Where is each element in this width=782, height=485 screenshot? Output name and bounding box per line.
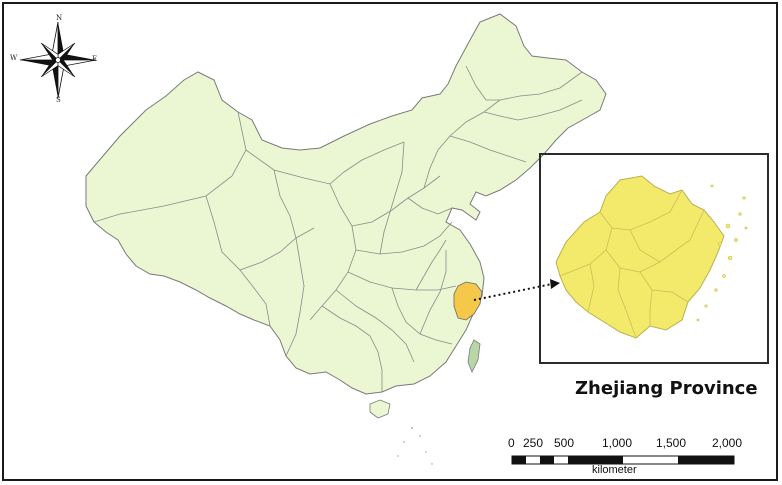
scale-unit-label: kilometer — [592, 464, 637, 476]
inset-box — [539, 153, 769, 364]
scale-label-250: 250 — [523, 436, 544, 450]
scale-label-2000: 2,000 — [712, 436, 743, 450]
compass-north-label: N — [56, 14, 63, 22]
scale-label-1500: 1,500 — [656, 436, 687, 450]
south-sea-islands — [397, 427, 433, 465]
scale-label-500: 500 — [554, 436, 575, 450]
province-boundaries — [93, 65, 583, 392]
scale-label-1000: 1,000 — [602, 436, 633, 450]
inset-zhejiang-map — [555, 175, 748, 339]
compass-rose: N S W E — [8, 8, 108, 108]
inset-title: Zhejiang Province — [575, 378, 758, 399]
scale-bar: 0 250 500 1,000 1,500 2,000 kilometer — [500, 436, 760, 476]
compass-east-label: E — [92, 55, 98, 63]
scale-label-0: 0 — [508, 436, 515, 450]
pointer-arrowhead — [550, 279, 560, 289]
compass-west-label: W — [10, 54, 18, 62]
taiwan-island — [467, 339, 481, 373]
china-outline — [85, 13, 607, 395]
hainan-island — [369, 399, 391, 419]
scale-bar-graphic — [511, 455, 735, 465]
compass-rose-icon — [19, 21, 97, 99]
compass-south-label: S — [56, 96, 61, 104]
zhejiang-highlight — [453, 281, 483, 321]
